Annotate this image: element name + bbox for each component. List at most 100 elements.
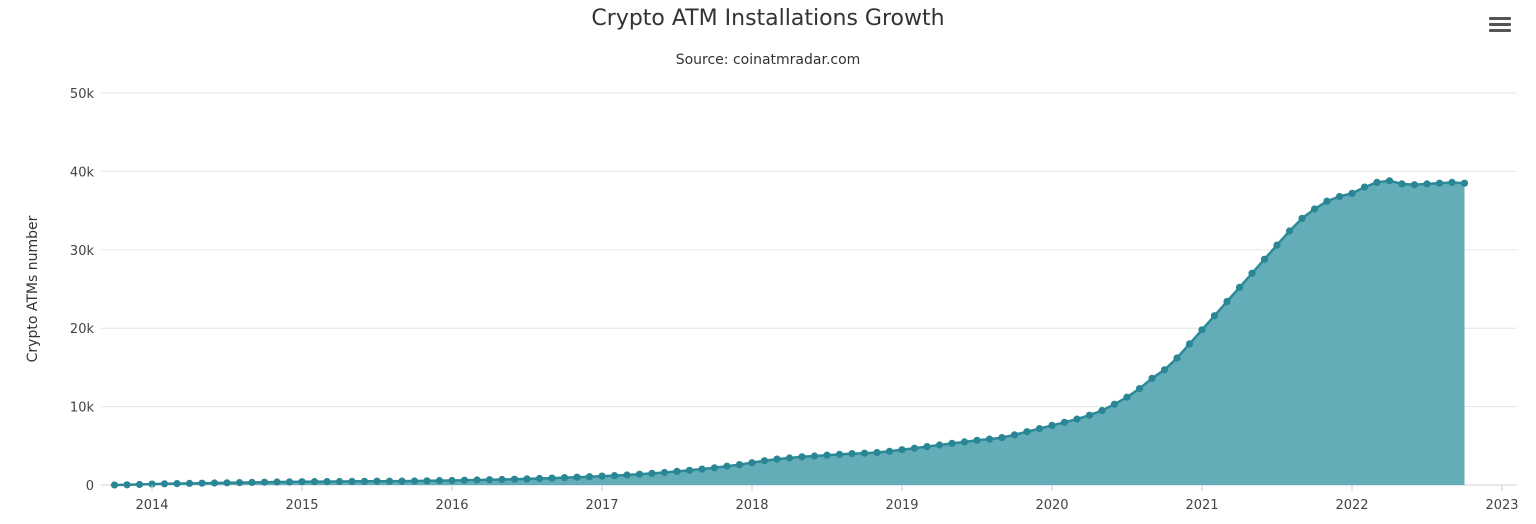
data-point (1298, 214, 1306, 222)
x-tick-label: 2016 (435, 498, 468, 513)
x-tick-label: 2020 (1035, 498, 1068, 513)
data-point (948, 439, 956, 447)
data-point (173, 480, 181, 488)
data-point (398, 477, 406, 485)
data-point (1098, 406, 1106, 415)
data-point (198, 479, 206, 487)
data-point (735, 461, 744, 469)
data-point (1285, 227, 1294, 235)
data-point (310, 478, 319, 486)
data-point (1410, 181, 1419, 189)
data-point (1210, 312, 1219, 320)
data-point (1185, 340, 1194, 348)
hamburger-menu-icon[interactable] (1486, 14, 1514, 40)
x-tick-label: 2017 (585, 498, 618, 513)
data-point (1460, 179, 1469, 187)
data-point (448, 476, 456, 485)
chart-subtitle: Source: coinatmradar.com (675, 52, 861, 68)
data-point (160, 480, 169, 488)
data-point (635, 470, 644, 478)
data-point (1035, 425, 1044, 433)
data-point (360, 477, 369, 485)
data-point (1385, 177, 1394, 185)
data-point (435, 477, 444, 485)
data-point (835, 450, 844, 458)
data-point (248, 478, 256, 486)
data-point (698, 465, 706, 473)
data-point (1160, 366, 1169, 374)
data-point (598, 472, 606, 480)
y-tick-label: 40k (70, 165, 95, 180)
data-point (685, 466, 694, 474)
data-point (923, 443, 931, 451)
area-series (114, 179, 1465, 487)
x-tick-label: 2015 (285, 498, 318, 513)
data-point (1123, 393, 1131, 401)
data-point (323, 478, 331, 486)
y-tick-label: 0 (86, 479, 94, 494)
data-point (660, 468, 669, 477)
menu-bar (1489, 29, 1511, 32)
data-point (1348, 189, 1356, 197)
menu-bar (1489, 23, 1511, 26)
area-fill (114, 180, 1465, 486)
data-point (885, 447, 894, 455)
data-point (348, 477, 356, 485)
x-tick-label: 2022 (1335, 498, 1368, 513)
data-point (185, 479, 194, 487)
data-point (1423, 180, 1431, 188)
data-point (385, 477, 394, 485)
y-tick-label: 20k (70, 322, 95, 337)
data-point (860, 449, 869, 457)
data-point (235, 479, 244, 487)
data-point (373, 477, 381, 485)
data-point (1023, 428, 1031, 436)
data-point (810, 452, 819, 460)
data-point (785, 454, 794, 462)
data-point (485, 476, 494, 484)
data-point (823, 451, 831, 459)
data-point (1248, 269, 1256, 277)
data-point (460, 476, 469, 484)
data-point (1448, 178, 1456, 186)
data-point (335, 477, 344, 486)
data-point (585, 473, 594, 481)
data-point (1048, 421, 1056, 429)
data-point (985, 435, 994, 443)
x-tick-label: 2021 (1185, 498, 1218, 513)
data-point (1335, 192, 1344, 201)
y-axis-label: Crypto ATMs number (25, 215, 41, 362)
data-point (610, 472, 619, 480)
data-point (273, 478, 281, 486)
data-point (798, 453, 806, 461)
data-point (1223, 297, 1231, 306)
data-point (748, 459, 756, 467)
x-axis: 2014 2015 2016 2017 2018 2019 2020 2021 2022 2023 (135, 485, 1519, 513)
data-point (1235, 283, 1244, 291)
data-point (1398, 180, 1406, 188)
data-point (973, 436, 981, 444)
data-point (723, 462, 731, 470)
x-tick-label: 2023 (1485, 498, 1518, 513)
data-point (560, 474, 569, 482)
data-point (998, 434, 1006, 442)
data-point (1198, 326, 1206, 334)
data-point (1010, 431, 1019, 439)
data-point (1360, 183, 1369, 191)
data-point (210, 479, 219, 487)
data-point (1060, 418, 1069, 426)
data-point (760, 457, 769, 465)
data-point (1085, 411, 1094, 419)
data-point (648, 469, 656, 477)
data-point (573, 473, 581, 481)
data-point (710, 464, 719, 472)
data-point (848, 450, 856, 458)
y-tick-label: 30k (70, 244, 95, 259)
y-tick-label: 50k (70, 87, 95, 102)
data-point (535, 474, 544, 483)
data-point (1273, 241, 1281, 249)
chart-title: Crypto ATM Installations Growth (591, 6, 945, 31)
data-point (1310, 205, 1319, 213)
y-tick-label: 10k (70, 401, 95, 416)
